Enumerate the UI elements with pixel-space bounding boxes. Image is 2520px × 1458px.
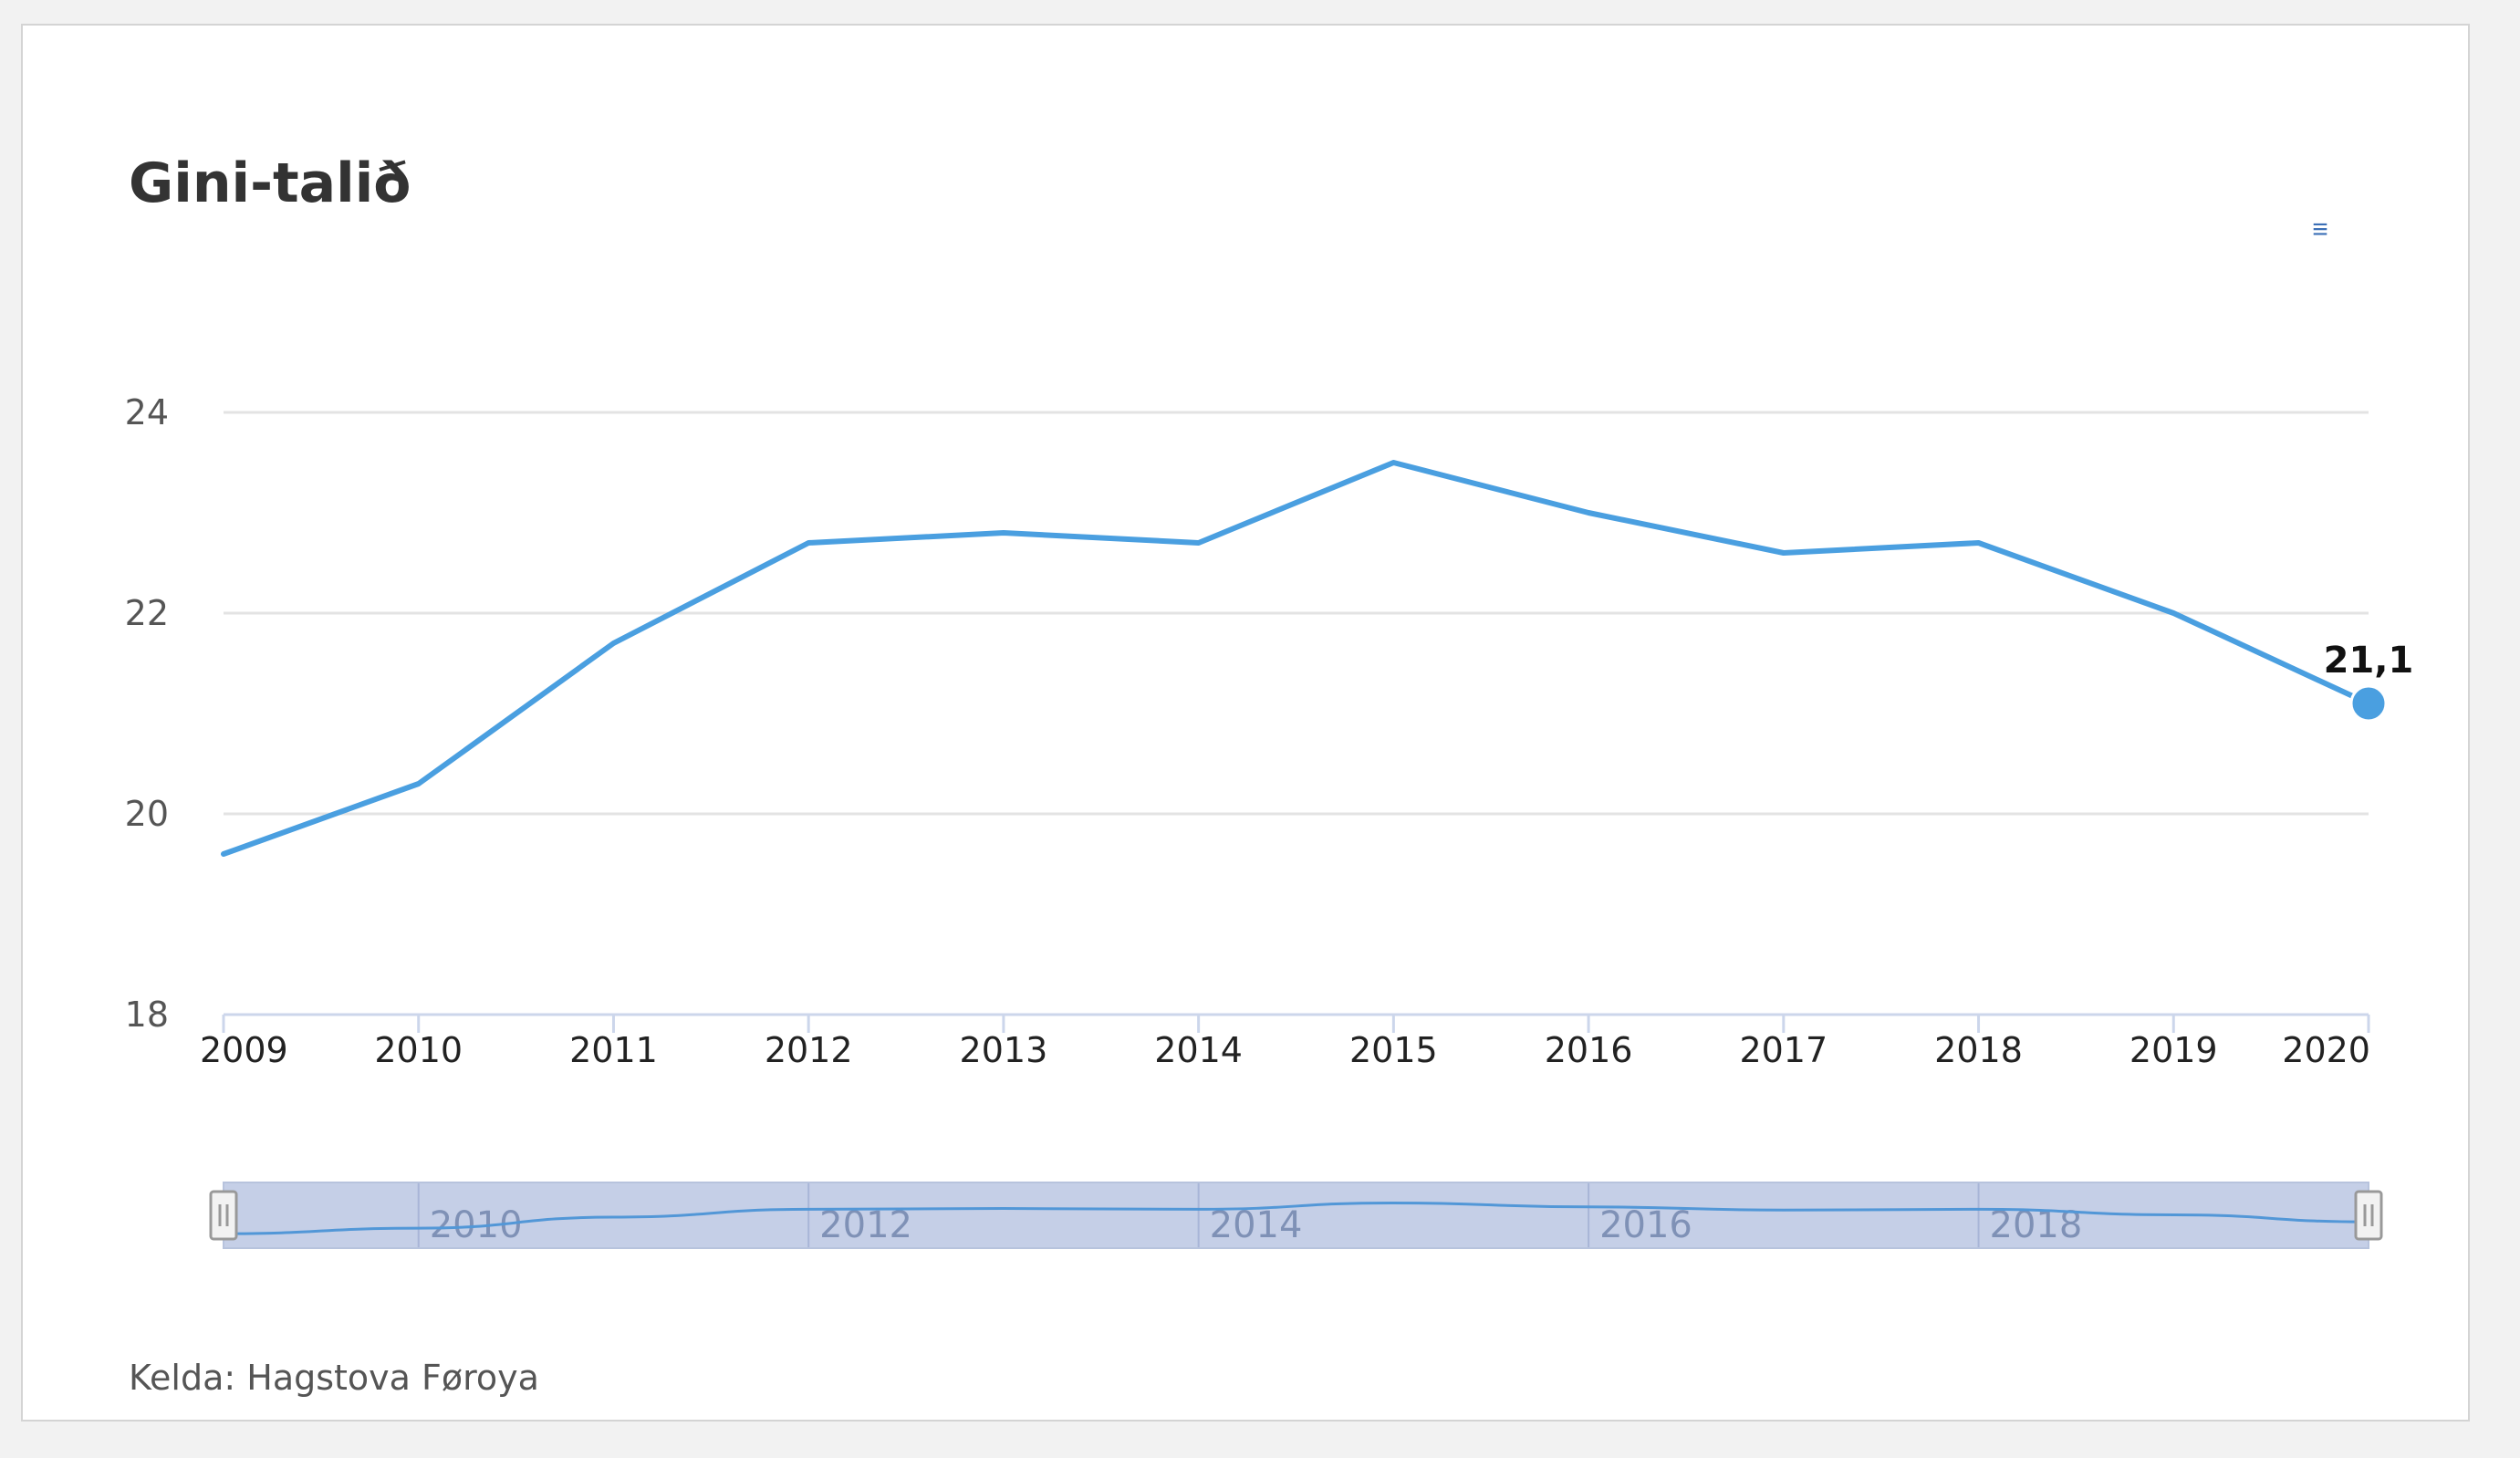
y-axis: 18 20 22 24: [125, 392, 169, 1035]
x-tick-label: 2011: [569, 1030, 658, 1070]
x-axis: [222, 1013, 2370, 1033]
navigator[interactable]: 20102012201420162018: [209, 1182, 2383, 1249]
x-axis-labels: 2009 2010 2011 2012 2013 2014 2015 2016 2017 2018…: [200, 1030, 2370, 1070]
x-tick-label: 2009: [200, 1030, 288, 1070]
data-point[interactable]: [1384, 453, 1402, 472]
navigator-background: [224, 1182, 2369, 1248]
navigator-tick-label: 2012: [819, 1204, 912, 1246]
series-layer: 21,1: [214, 453, 2414, 863]
x-tick-label: 2013: [960, 1030, 1048, 1070]
data-point[interactable]: [2164, 604, 2182, 622]
x-tick-label: 2010: [374, 1030, 463, 1070]
data-point[interactable]: [994, 524, 1013, 542]
data-point[interactable]: [1775, 544, 1793, 562]
navigator-series-line: [223, 1201, 2369, 1235]
hamburger-menu-icon[interactable]: ≡: [2312, 214, 2328, 245]
chart-title: Gini-talið: [129, 151, 411, 215]
navigator-tick-label: 2016: [1599, 1204, 1692, 1246]
series-line: [221, 460, 2371, 857]
data-point[interactable]: [799, 534, 817, 552]
y-tick-label: 24: [125, 392, 169, 432]
chart-container: Gini-talið ≡ 18 20 22 24 2009 2010 2011 2012 20…: [21, 24, 2470, 1422]
navigator-handle-right[interactable]: [2354, 1190, 2383, 1241]
y-tick-label: 20: [125, 794, 169, 834]
credits-source: Kelda: Hagstova Føroya: [129, 1358, 539, 1398]
data-point-highlight[interactable]: [2349, 684, 2388, 723]
data-point[interactable]: [604, 634, 622, 652]
grid-lines: [224, 411, 2369, 816]
x-tick-label: 2015: [1349, 1030, 1438, 1070]
data-point[interactable]: [410, 775, 428, 793]
x-tick-label: 2019: [2130, 1030, 2218, 1070]
chart-svg: 18 20 22 24 2009 2010 2011 2012 2013 2014 2015 201…: [125, 392, 2414, 1249]
handle-body[interactable]: [2354, 1190, 2383, 1241]
x-tick-label: 2014: [1154, 1030, 1243, 1070]
x-tick-label: 2020: [2282, 1030, 2370, 1070]
data-point[interactable]: [1579, 504, 1598, 522]
data-label: 21,1: [2324, 640, 2414, 682]
data-point[interactable]: [1190, 534, 1208, 552]
x-tick-label: 2012: [765, 1030, 853, 1070]
x-tick-label: 2017: [1739, 1030, 1828, 1070]
data-point[interactable]: [214, 845, 233, 863]
navigator-tick-label: 2014: [1210, 1204, 1303, 1246]
y-tick-label: 22: [125, 593, 169, 633]
x-tick-label: 2016: [1545, 1030, 1633, 1070]
navigator-handle-left[interactable]: [209, 1190, 238, 1241]
handle-body[interactable]: [209, 1190, 238, 1241]
navigator-selection-mask[interactable]: [223, 1182, 2369, 1249]
y-tick-label: 18: [125, 995, 169, 1035]
data-point[interactable]: [1970, 534, 1988, 552]
x-tick-label: 2018: [1934, 1030, 2023, 1070]
